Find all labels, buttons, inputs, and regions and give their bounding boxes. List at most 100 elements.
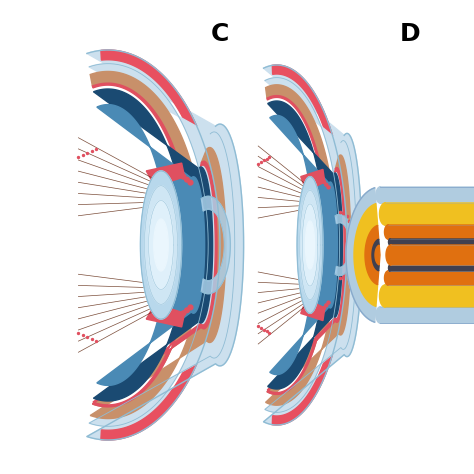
Polygon shape	[270, 115, 337, 374]
Point	[74, 154, 82, 161]
Circle shape	[320, 309, 323, 312]
Polygon shape	[354, 204, 378, 306]
Polygon shape	[87, 50, 244, 440]
Polygon shape	[389, 265, 474, 271]
Polygon shape	[301, 169, 325, 191]
Circle shape	[181, 174, 186, 179]
Point	[257, 324, 265, 332]
Point	[83, 150, 91, 157]
Point	[265, 153, 273, 161]
Polygon shape	[90, 72, 226, 419]
Point	[257, 158, 265, 166]
Point	[346, 217, 353, 224]
Point	[255, 322, 262, 330]
Circle shape	[174, 169, 179, 173]
Polygon shape	[300, 190, 320, 300]
Point	[339, 273, 347, 281]
Polygon shape	[89, 64, 235, 426]
Point	[343, 212, 350, 220]
Polygon shape	[380, 203, 474, 225]
Polygon shape	[301, 299, 325, 320]
Polygon shape	[272, 65, 347, 425]
Point	[260, 156, 267, 164]
Polygon shape	[386, 245, 474, 265]
Polygon shape	[201, 196, 230, 294]
Polygon shape	[154, 219, 168, 271]
Polygon shape	[372, 239, 379, 271]
Circle shape	[178, 314, 182, 319]
Circle shape	[318, 312, 321, 315]
Circle shape	[188, 305, 193, 310]
Circle shape	[181, 311, 186, 316]
Point	[265, 329, 273, 337]
Point	[351, 237, 358, 245]
Polygon shape	[101, 50, 220, 440]
Circle shape	[171, 165, 175, 170]
Circle shape	[327, 301, 330, 304]
Circle shape	[188, 180, 193, 185]
Point	[83, 333, 91, 340]
Point	[79, 152, 87, 159]
Polygon shape	[268, 101, 342, 389]
Polygon shape	[389, 239, 474, 245]
Text: C: C	[211, 22, 229, 46]
Text: D: D	[400, 22, 420, 46]
Point	[88, 335, 95, 342]
Point	[336, 274, 343, 282]
Polygon shape	[346, 188, 376, 322]
Circle shape	[171, 319, 175, 324]
Point	[348, 223, 356, 230]
Polygon shape	[365, 225, 379, 284]
Circle shape	[184, 177, 189, 182]
Circle shape	[323, 307, 326, 310]
Polygon shape	[265, 78, 356, 412]
Polygon shape	[267, 96, 345, 394]
Circle shape	[184, 308, 189, 313]
Circle shape	[325, 183, 328, 186]
Polygon shape	[380, 285, 474, 307]
Circle shape	[316, 315, 319, 318]
Point	[346, 266, 353, 273]
Polygon shape	[140, 171, 182, 319]
Circle shape	[174, 317, 179, 321]
Polygon shape	[97, 105, 205, 385]
Polygon shape	[146, 303, 184, 327]
Polygon shape	[92, 83, 217, 407]
Polygon shape	[297, 177, 323, 313]
Polygon shape	[376, 307, 474, 323]
Point	[350, 253, 357, 260]
Polygon shape	[335, 214, 354, 275]
Polygon shape	[93, 89, 213, 401]
Circle shape	[316, 173, 319, 175]
Point	[92, 146, 100, 153]
Point	[351, 245, 358, 253]
Circle shape	[325, 304, 328, 307]
Point	[263, 155, 270, 163]
Circle shape	[318, 175, 321, 178]
Point	[348, 260, 356, 267]
Polygon shape	[376, 187, 474, 203]
Polygon shape	[375, 245, 380, 265]
Point	[339, 210, 347, 217]
Polygon shape	[302, 204, 318, 286]
Polygon shape	[264, 65, 362, 425]
Polygon shape	[384, 225, 474, 239]
Point	[255, 160, 262, 168]
Point	[88, 147, 95, 155]
Circle shape	[323, 181, 326, 183]
Point	[336, 209, 343, 216]
Circle shape	[178, 172, 182, 176]
Point	[350, 229, 357, 237]
Point	[260, 326, 267, 333]
Point	[92, 337, 100, 344]
Polygon shape	[384, 271, 474, 285]
Polygon shape	[305, 221, 315, 269]
Polygon shape	[145, 186, 178, 304]
Circle shape	[327, 186, 330, 189]
Circle shape	[320, 178, 323, 181]
Polygon shape	[265, 85, 351, 405]
Polygon shape	[149, 201, 173, 290]
Point	[343, 270, 350, 278]
Point	[263, 328, 270, 335]
Point	[74, 329, 82, 337]
